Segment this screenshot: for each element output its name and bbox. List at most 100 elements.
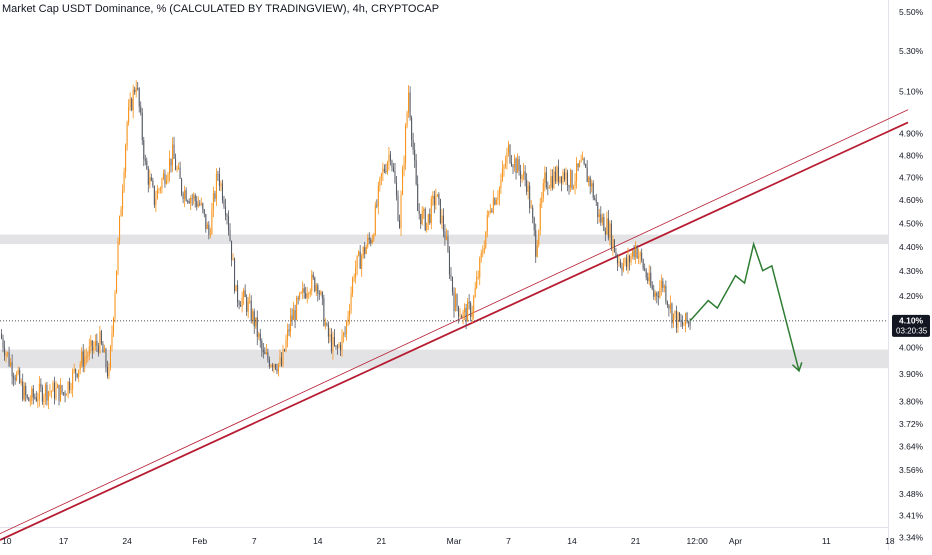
candle-body: [653, 289, 655, 297]
candle-body: [49, 391, 51, 393]
candle-body: [332, 336, 334, 352]
candle-body: [58, 384, 60, 401]
candle: [504, 155, 506, 169]
candle-body: [294, 310, 296, 320]
candle-body: [527, 185, 529, 192]
candle-body: [453, 292, 455, 311]
candle: [293, 301, 295, 320]
candle-body: [153, 185, 155, 206]
candle: [283, 348, 286, 352]
candle-body: [598, 214, 600, 217]
candle: [459, 308, 461, 318]
candle: [140, 101, 142, 116]
candle: [470, 301, 472, 322]
candle-body: [563, 172, 566, 180]
candle: [85, 348, 87, 365]
candle-body: [320, 291, 322, 295]
candle: [408, 85, 410, 118]
candle-body: [556, 166, 558, 182]
candle-body: [138, 88, 140, 107]
candle: [34, 393, 36, 400]
candle-body: [382, 168, 384, 174]
candle: [613, 239, 615, 253]
candle: [427, 213, 429, 231]
candle-body: [108, 367, 110, 377]
candle-body: [52, 382, 54, 392]
candle: [580, 154, 582, 163]
candle: [274, 363, 276, 371]
candle: [569, 168, 572, 193]
candle: [28, 396, 30, 402]
candle-body: [202, 203, 204, 210]
time-axis[interactable]: 10 17 24 Feb 7 14 21 Mar 7 14 21 12:00 Apr 11 18: [2, 536, 895, 546]
candle-body: [398, 220, 401, 228]
candle: [568, 184, 570, 195]
candle: [178, 162, 180, 170]
candle: [70, 383, 72, 394]
candle-body: [184, 190, 186, 199]
candle-body: [408, 92, 410, 113]
candle: [131, 97, 133, 112]
candle-body: [464, 307, 466, 312]
price-axis[interactable]: 5.50% 5.30% 5.10% 4.90% 4.80% 4.70% 4.60% 4.50%…: [899, 7, 924, 542]
candle-body: [512, 165, 514, 168]
candle: [35, 391, 37, 403]
candle: [294, 304, 296, 329]
trendline-2[interactable]: [0, 109, 909, 535]
candle: [241, 291, 243, 313]
candle: [671, 302, 673, 329]
candle: [685, 312, 687, 333]
candle-body: [134, 89, 136, 93]
candle: [346, 320, 348, 341]
candle-body: [336, 346, 339, 348]
price-tick-label: 4.20%: [899, 291, 924, 301]
candle-body: [615, 252, 617, 256]
candle-body: [191, 198, 193, 199]
candle-body: [657, 295, 659, 298]
candle: [75, 368, 77, 382]
candle: [250, 295, 252, 324]
candle: [451, 276, 454, 296]
candle-body: [75, 368, 77, 374]
candle-body: [326, 323, 328, 325]
candle-body: [5, 353, 7, 356]
candle-body: [28, 397, 30, 402]
candle: [557, 159, 559, 186]
candle: [386, 160, 388, 175]
candle: [303, 283, 305, 299]
candle: [267, 348, 269, 363]
candle-body: [53, 382, 56, 399]
candle-body: [114, 293, 116, 319]
bar-countdown: 03:20:35: [896, 326, 928, 335]
candle: [4, 340, 6, 361]
candle: [73, 363, 75, 374]
candle: [445, 228, 447, 241]
candle-body: [365, 246, 367, 254]
candle-body: [262, 349, 264, 353]
candle-body: [218, 174, 220, 186]
candle-body: [430, 198, 432, 224]
candle-body: [78, 369, 80, 377]
candle: [209, 227, 211, 239]
candle: [99, 325, 101, 354]
projection-path[interactable]: [689, 241, 800, 372]
candle: [454, 287, 457, 312]
candle-body: [433, 195, 435, 205]
candle: [347, 310, 349, 327]
candle: [503, 164, 505, 177]
candle: [486, 210, 488, 238]
candle-body: [73, 368, 75, 372]
candle: [600, 206, 602, 226]
candle-body: [566, 172, 569, 186]
trendline-1[interactable]: [0, 121, 909, 541]
candle: [441, 209, 443, 229]
candle-body: [353, 277, 355, 279]
candle-body: [618, 261, 620, 264]
candle-body: [179, 167, 181, 179]
candle-body: [601, 217, 603, 223]
candle: [400, 190, 402, 236]
candle-body: [651, 285, 653, 290]
candle-body: [389, 154, 391, 161]
